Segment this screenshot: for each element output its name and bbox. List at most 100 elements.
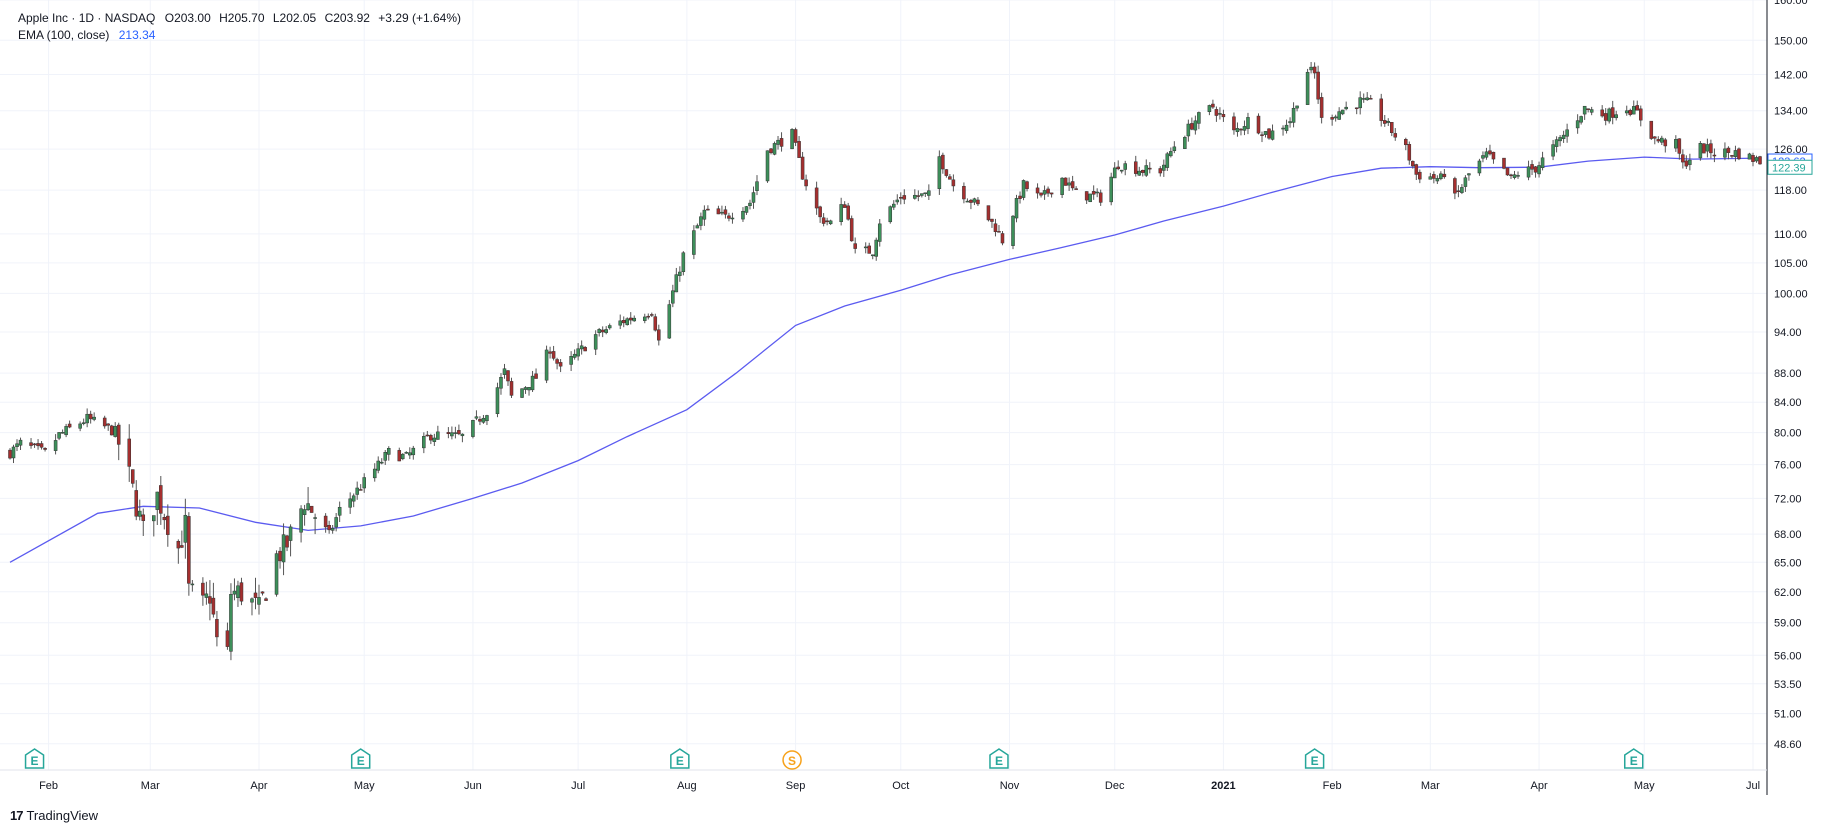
candle-body-down [800,156,805,180]
candle-body-down [600,329,605,333]
candle [1610,100,1615,125]
candle [1260,131,1264,143]
candle-body-down [1190,123,1194,130]
candle-body-up [351,495,356,502]
earnings-marker[interactable]: E [989,748,1009,769]
candle [1295,105,1299,112]
candle-body-down [106,423,110,426]
candle [250,597,254,616]
tradingview-brand[interactable]: 17 TradingView [10,808,98,823]
candle [723,205,728,219]
candle-body-down [990,218,994,222]
earnings-marker[interactable]: E [670,748,690,769]
candle [520,388,524,399]
candle [1407,141,1412,165]
candle-body-down [1684,160,1689,167]
candle [1684,155,1689,169]
candle-body-up [1067,182,1071,186]
candle-body-up [113,426,117,437]
candle [109,424,114,436]
candle [678,266,682,282]
candle-body-down [1653,136,1657,139]
candle [190,579,195,592]
split-marker[interactable]: S [782,750,802,770]
x-tick-label: Nov [1000,780,1020,792]
candle-body-down [1628,109,1633,115]
earnings-marker[interactable]: E [1304,748,1325,769]
candle [355,481,359,500]
event-marker-label: E [357,754,365,768]
candle-body-down [849,218,854,242]
candle-body-up [1305,71,1310,105]
candle-body-down [976,199,980,205]
candle-body-down [1256,115,1261,134]
earnings-marker[interactable]: E [350,748,371,769]
candle-body-down [425,434,430,437]
candle [1123,160,1127,176]
candle-body-down [1379,98,1384,121]
candle [236,580,240,607]
candle [1638,105,1643,127]
candle [1190,117,1194,131]
candle-body-up [927,190,931,196]
candle [1698,141,1703,161]
candle [299,505,303,543]
candle-body-up [1365,97,1369,101]
earnings-marker[interactable]: E [1624,748,1644,769]
candle-body-down [814,187,819,209]
candle-body-up [892,203,896,208]
candle [327,520,331,534]
candle-body-down [1368,98,1373,100]
x-tick-label: May [354,780,375,792]
candle-body-down [1267,128,1271,139]
candle-body-down [1505,167,1510,176]
candle [650,312,654,318]
x-tick-label: Oct [892,780,909,792]
candle-body-down [1025,181,1029,189]
candle-body-down [397,450,402,462]
y-tick-label: 118.00 [1774,185,1807,197]
candle [288,524,293,557]
legend-ema-row[interactable]: EMA (100, close) 213.34 [18,27,461,44]
candle-body-down [109,425,114,436]
candle [1747,152,1752,160]
candle [1484,147,1489,160]
candle-body-up [53,440,58,451]
earnings-marker[interactable]: E [24,748,45,769]
candle-body-up [523,387,528,390]
candle-body-up [1428,176,1433,180]
candle [509,377,514,398]
candle-body-down [429,435,433,441]
candle-body-down [555,359,559,364]
candle [1000,231,1005,246]
candle-body-down [769,148,773,154]
candle [1660,135,1664,146]
candle-body-up [236,585,240,598]
candle-body-down [653,316,658,331]
candle [208,580,212,621]
candle-body-up [667,304,672,339]
brand-name: TradingView [26,808,99,823]
candle [43,447,47,452]
candle [1674,135,1678,152]
candle [1354,107,1359,115]
candle-body-up [1095,191,1099,194]
candle-body-up [372,468,377,479]
candle [657,324,661,346]
candle [1067,177,1071,191]
candle [600,326,605,338]
candle [667,299,672,339]
candle [1607,107,1611,124]
legend-high: H205.70 [219,11,265,25]
candle [1112,162,1117,179]
candle-body-down [902,195,907,200]
candle [204,581,209,605]
candle [1702,143,1706,154]
y-tick-label: 94.00 [1774,327,1802,339]
candle [1688,153,1692,171]
candle-body-up [436,431,440,440]
candle [15,439,19,452]
candle [1309,61,1313,74]
